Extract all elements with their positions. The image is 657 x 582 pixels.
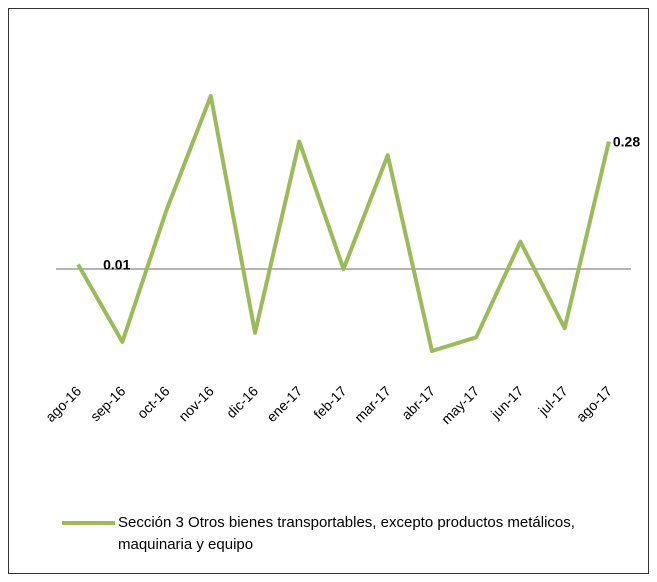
chart-border [8, 8, 649, 574]
legend-label: Sección 3 Otros bienes transportables, e… [118, 514, 575, 553]
data-label: 0.28 [613, 134, 640, 150]
data-line [76, 94, 611, 353]
data-label: 0.01 [103, 256, 130, 272]
